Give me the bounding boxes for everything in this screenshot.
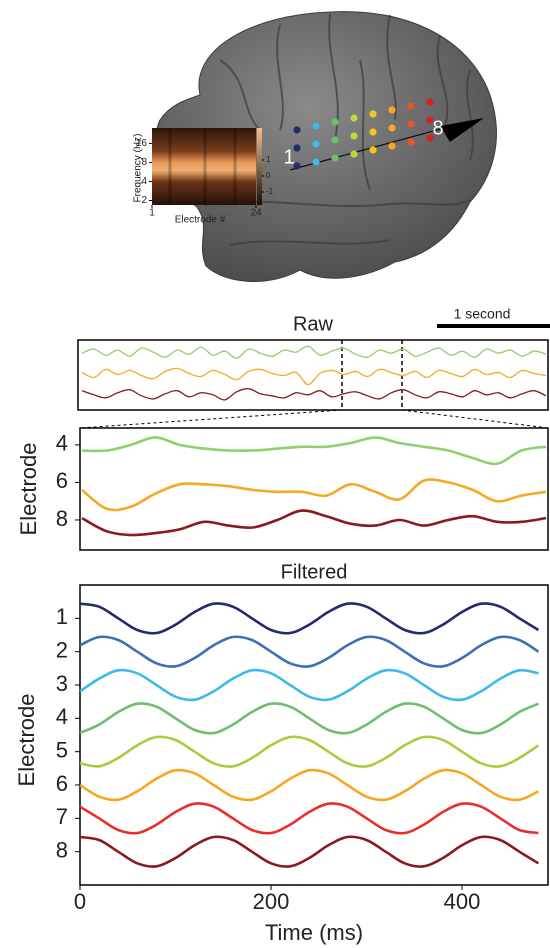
y-axis-label: Electrode	[16, 443, 41, 536]
inset-x-tick-label: 24	[250, 208, 262, 219]
trace	[79, 768, 539, 802]
electrode	[407, 138, 415, 146]
trace	[81, 367, 547, 386]
x-axis-label: Time (ms)	[265, 920, 363, 945]
electrode	[312, 140, 320, 148]
zoom-connector	[401, 409, 549, 429]
trace	[79, 668, 539, 702]
y-tick-label: 5	[56, 737, 68, 762]
x-tick-label: 200	[253, 889, 290, 914]
chart-title: Raw	[293, 313, 334, 335]
y-tick-label: 8	[56, 837, 68, 862]
inset-y-tick-label: 8	[141, 157, 147, 168]
inset-y-tick-label: 2	[141, 195, 147, 206]
trace	[79, 702, 539, 735]
electrode-grid	[293, 98, 434, 170]
colorbar-tick-label: -1	[266, 187, 274, 196]
electrode	[350, 150, 358, 158]
electrode	[426, 134, 434, 142]
x-tick-label: 400	[444, 889, 481, 914]
trace	[79, 802, 539, 835]
electrode	[388, 142, 396, 150]
electrode-label: 8	[432, 117, 443, 139]
raw-frame	[77, 339, 549, 411]
colorbar-tick-label: 1	[266, 155, 271, 164]
colorbar-tick-label: 0	[266, 171, 271, 180]
y-tick-label: 4	[56, 431, 68, 456]
electrode	[293, 162, 301, 170]
inset-y-label: Frequency (Hz)	[133, 134, 144, 203]
y-axis-label: Electrode	[14, 694, 39, 787]
y-tick-label: 6	[56, 771, 68, 796]
electrode	[369, 110, 377, 118]
electrode	[407, 102, 415, 110]
trace	[79, 602, 540, 635]
electrode	[350, 132, 358, 140]
electrode	[293, 126, 301, 134]
electrode	[388, 106, 396, 114]
electrode	[331, 118, 339, 126]
brain: 1 8	[155, 11, 497, 283]
y-tick-label: 7	[56, 804, 68, 829]
chart-title: Filtered	[281, 561, 348, 583]
spectrogram	[152, 128, 256, 205]
trace	[81, 509, 547, 537]
filtered-frame	[79, 584, 549, 886]
electrode	[388, 124, 396, 132]
x-tick-label: 0	[74, 889, 86, 914]
electrode	[312, 158, 320, 166]
electrode-label: 1	[283, 146, 294, 168]
trace	[79, 635, 540, 668]
y-tick-label: 8	[56, 506, 68, 531]
y-tick-label: 1	[56, 604, 68, 629]
electrode	[369, 128, 377, 136]
y-tick-label: 4	[56, 704, 68, 729]
inset-y-tick-label: 4	[141, 176, 147, 187]
electrode	[350, 114, 358, 122]
electrode	[407, 120, 415, 128]
inset-x-tick-label: 1	[149, 208, 155, 219]
electrode	[331, 154, 339, 162]
electrode	[426, 116, 434, 124]
electrode	[293, 144, 301, 152]
scale-bar-label: 1 second	[454, 306, 511, 322]
y-tick-label: 6	[56, 468, 68, 493]
inset-x-label: Electrode #	[175, 215, 226, 226]
trace	[81, 436, 547, 466]
trace	[81, 478, 547, 512]
zoom-frame	[79, 427, 549, 551]
trace	[81, 388, 547, 401]
electrode	[369, 146, 377, 154]
electrode	[312, 122, 320, 130]
inset-y-tick-label: 16	[136, 138, 148, 149]
colorbar	[257, 128, 262, 205]
electrode	[331, 136, 339, 144]
y-tick-label: 2	[56, 637, 68, 662]
electrode	[426, 98, 434, 106]
trace	[81, 345, 547, 359]
trace	[79, 735, 540, 768]
zoom-connector	[79, 409, 343, 429]
trace	[79, 835, 540, 868]
y-tick-label: 3	[56, 671, 68, 696]
